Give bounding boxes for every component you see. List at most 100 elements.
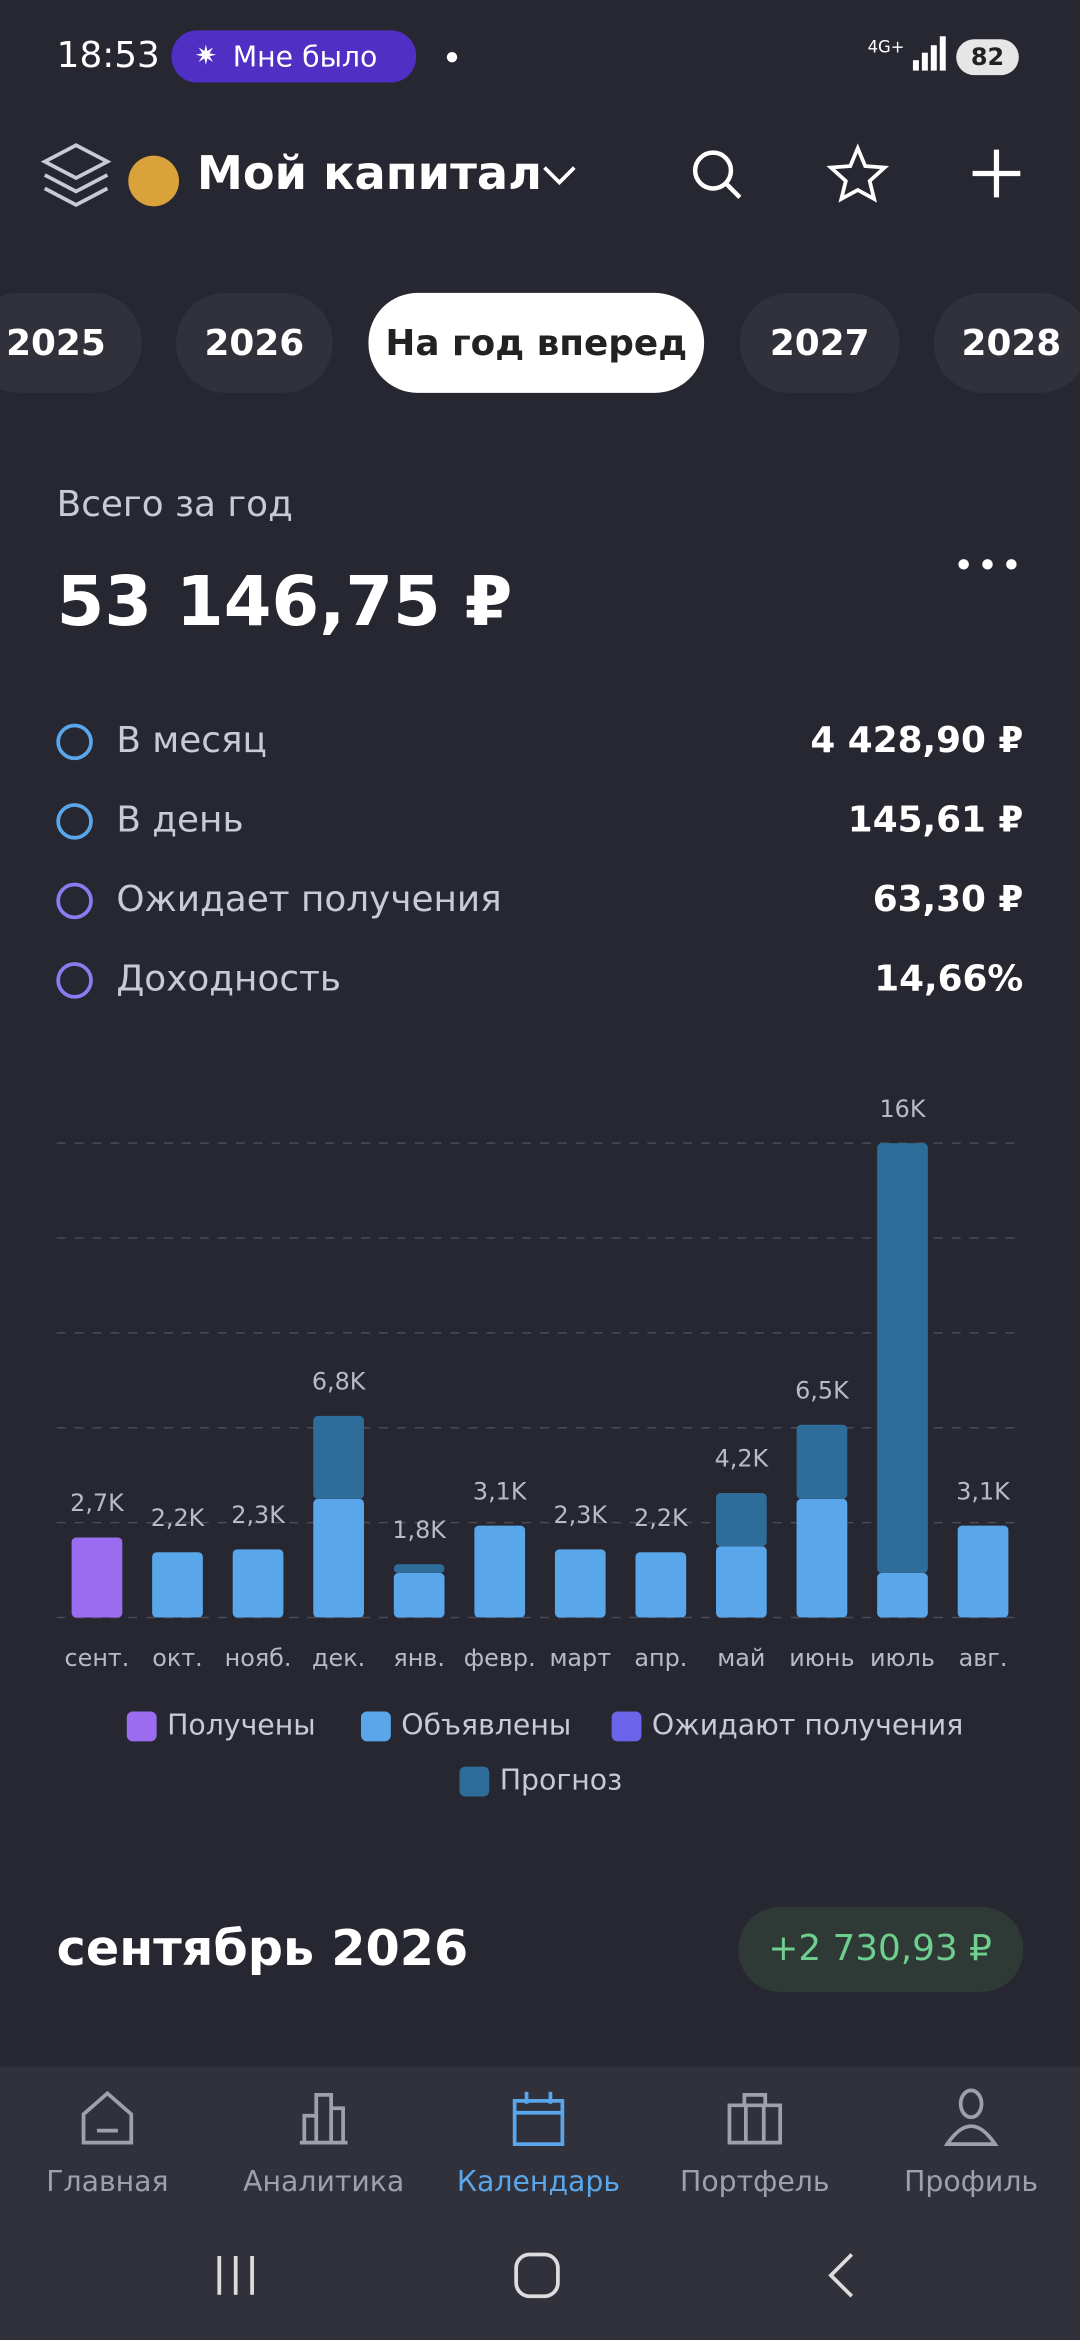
add-icon[interactable] [972,149,1021,198]
bar-segment [152,1552,203,1618]
x-tick-label: дек. [312,1644,365,1672]
bar-segment [877,1143,928,1574]
bar-segment [716,1492,767,1547]
signal [912,36,946,71]
total-label: 2,2K [634,1504,689,1532]
summary-label: Всего за год [57,484,293,525]
stat-label: Ожидает получения [116,879,501,920]
stats-list: В месяц 4 428,90 ₽ В день 145,61 ₽ Ожидает п… [56,720,1024,999]
bar-segment [474,1525,526,1618]
tab[interactable] [176,292,333,393]
x-tick-label: март [549,1644,611,1672]
legend-label[interactable]: Получены [167,1708,316,1741]
icon-shape [512,2091,565,2146]
tab[interactable] [933,292,1080,393]
section-amount: +2 730,93 ₽ [768,1928,992,1969]
x-tick-label: нояб. [225,1644,292,1672]
summary-total: 53 146,75 ₽ [57,562,513,642]
pill-text: Мне было [233,41,378,74]
tab[interactable] [0,292,142,393]
icon-shape [727,2092,783,2145]
x-tick-label: июль [870,1644,935,1672]
search-icon[interactable] [692,150,742,199]
battery-level: 82 [971,43,1004,71]
nav-icon[interactable] [299,2092,348,2145]
bottom-nav [0,2066,1080,2340]
x-tick-label: май [717,1644,765,1672]
legend-label[interactable]: Объявлены [401,1708,571,1741]
x-tick-label: февр. [464,1644,536,1672]
total-label: 6,5K [795,1376,850,1404]
nav-label[interactable]: Календарь [457,2165,620,2198]
legend-label[interactable]: Ожидают получения [652,1708,963,1741]
tab-label: На год вперед [385,323,687,364]
nav-label[interactable]: Портфель [680,2165,830,2198]
nav-label[interactable]: Главная [46,2165,168,2198]
stat-value: 145,61 ₽ [848,799,1024,840]
section-title: сентябрь 2026 [57,1919,469,1977]
x-tick-label: окт. [152,1644,203,1672]
nav-icon[interactable] [727,2092,783,2145]
x-tick-label: апр. [634,1644,687,1672]
year-tabs: 2025 2026 На год вперед 2027 2028 [0,292,1080,393]
more-menu[interactable] [958,559,1017,570]
dot [446,51,458,63]
tab-label: 2026 [205,323,305,364]
total-label: 2,7K [70,1489,125,1517]
nav-label[interactable]: Аналитика [243,2165,404,2198]
battery [956,39,1019,76]
stat-label: Доходность [116,958,341,999]
tab-label: 2025 [6,323,106,364]
money-bag-icon [128,155,180,207]
total-label: 3,1K [473,1477,528,1505]
tab[interactable] [368,292,705,393]
total-label: 2,3K [231,1501,286,1529]
stat-icon [56,803,93,840]
bar-segment [554,1549,606,1618]
stat-value: 14,66% [874,958,1023,999]
legend-swatch [611,1711,642,1742]
nav-label[interactable]: Профиль [904,2165,1038,2198]
bar-segment [796,1498,848,1618]
network: 4G+ [868,38,905,57]
home-button[interactable] [514,2252,560,2299]
header-title[interactable]: Мой капитал [197,146,542,200]
total-label: 1,8K [392,1516,447,1544]
star-icon[interactable] [826,143,890,203]
pill-icon: ✷ [195,41,217,72]
bar-segment [716,1546,767,1618]
icon-shape [81,2090,134,2145]
status-pill [171,30,417,83]
tab-label: 2028 [962,323,1062,364]
tab[interactable] [739,292,900,393]
bar-segment [393,1564,445,1574]
stat-icon [56,962,93,999]
stat-label: В месяц [116,720,267,761]
x-tick-label: июнь [789,1644,854,1672]
stat-value: 4 428,90 ₽ [810,720,1023,761]
bar-segment [232,1549,284,1618]
legend-swatch [360,1711,391,1742]
x-tick-label: сент. [65,1644,130,1672]
layers-icon[interactable] [40,143,112,207]
total-label: 16K [879,1095,926,1123]
recent-button[interactable] [217,2255,254,2295]
nav-icon[interactable] [512,2091,565,2146]
dropdown-arrow[interactable] [543,166,576,186]
chart: 2,7K сент. 2,2K окт. 2,3K нояб. 6,8K дек. 1,8K ян… [56,1095,1024,1797]
bar-segment [635,1552,687,1618]
stat-icon [56,723,93,761]
nav-icon[interactable] [81,2090,134,2145]
legend-swatch [126,1711,157,1742]
total-label: 4,2K [715,1445,770,1473]
x-tick-label: авг. [959,1644,1008,1672]
legend-label[interactable]: Прогноз [500,1764,622,1797]
back-button[interactable] [828,2253,854,2298]
time: 18:53 [57,35,160,76]
nav-icon[interactable] [943,2088,999,2146]
bar-segment [313,1415,364,1499]
total-label: 2,3K [553,1501,608,1529]
tab-label: 2027 [770,323,870,364]
